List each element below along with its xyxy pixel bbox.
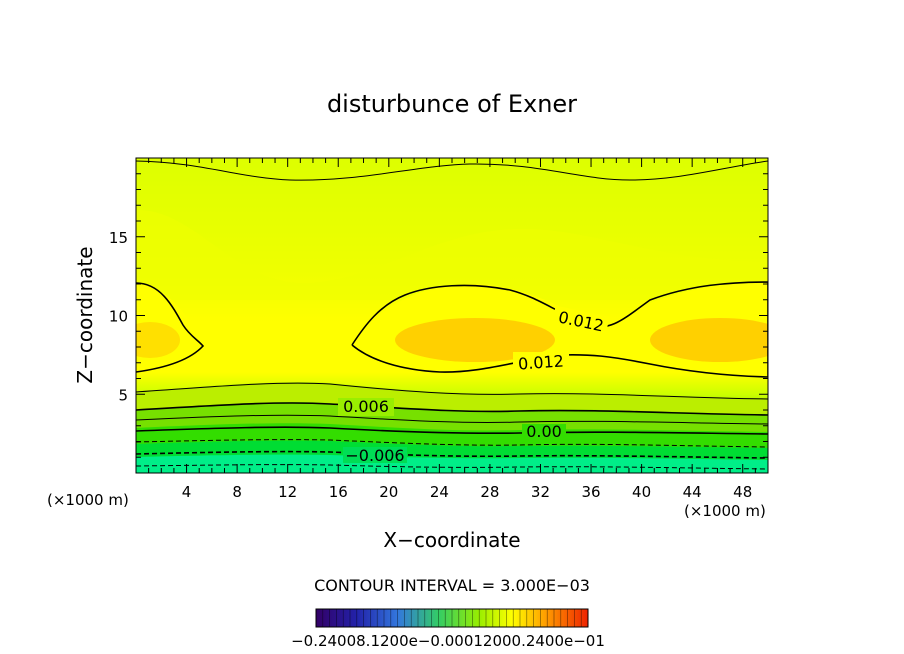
x-tick-label: 16: [329, 483, 348, 501]
x-axis-label: X−coordinate: [383, 528, 520, 552]
contour-fill-max-left: [136, 322, 180, 358]
contour-line-012-left: [136, 282, 205, 373]
colorbar-ticklabels: −0.24008.1200e−0.00012000.2400e−01: [291, 632, 605, 650]
x-tick-label: 12: [278, 483, 297, 501]
contour-fill-band-5: [136, 454, 768, 473]
y-unit-label: (×1000 m): [47, 491, 129, 509]
contour-label-2: 0.012: [517, 351, 564, 373]
x-tick-label: 44: [683, 483, 702, 501]
x-tick-label: 40: [632, 483, 651, 501]
y-axis: 5 10 15: [109, 173, 768, 458]
contour-label-bg-5: [343, 447, 407, 463]
contour-label-bg-4: [522, 424, 566, 440]
contour-line-neg-003: [136, 439, 768, 448]
x-tick-label: 32: [531, 483, 550, 501]
x-tick-label: 48: [733, 483, 752, 501]
x-tick-label: 24: [430, 483, 449, 501]
x-tick-label: 8: [232, 483, 242, 501]
contour-fill-upper-band: [136, 209, 768, 300]
y-tick-label: 10: [109, 308, 128, 326]
x-tick-label: 28: [480, 483, 499, 501]
colorbar-divisions: [322, 609, 582, 627]
x-tick-label: 4: [182, 483, 192, 501]
y-axis-label: Z−coordinate: [73, 246, 97, 383]
contour-fill-max-right: [650, 318, 768, 362]
contour-line-006-upper: [136, 382, 768, 400]
contour-line-012-right: [351, 281, 768, 378]
y-tick-label: 5: [118, 386, 128, 404]
y-tick-label: 15: [109, 229, 128, 247]
contour-line-neg-009: [136, 464, 768, 470]
contour-label-5: −0.006: [345, 446, 404, 465]
x-tick-label: 36: [581, 483, 600, 501]
contour-fill-max-center: [395, 318, 555, 362]
x-axis: 4 8 12 16 20 24 28 32 36 40 44 48: [148, 158, 756, 501]
contour-line-003: [136, 414, 768, 425]
x-tick-label: 20: [379, 483, 398, 501]
contour-label-bg-1: [551, 305, 610, 337]
contour-interval-text: CONTOUR INTERVAL = 3.000E−03: [314, 576, 590, 595]
contour-label-4: 0.00: [526, 422, 562, 441]
plot-area: [136, 158, 768, 473]
chart-title: disturbunce of Exner: [327, 90, 577, 118]
contour-line-top: [136, 160, 768, 181]
contour-label-bg-3: [338, 398, 394, 416]
x-unit-label: (×1000 m): [684, 502, 766, 520]
colorbar-frame: [315, 608, 589, 628]
colorbar: −0.24008.1200e−0.00012000.2400e−01: [291, 608, 605, 650]
contour-labels: 0.012 0.012 0.006 0.00 −0.006: [338, 305, 610, 465]
contour-line-neg-006: [136, 450, 768, 459]
contour-label-3: 0.006: [343, 397, 389, 416]
contour-label-bg-2: [513, 352, 569, 372]
contour-line-000: [136, 426, 768, 435]
contour-line-006: [136, 402, 768, 416]
